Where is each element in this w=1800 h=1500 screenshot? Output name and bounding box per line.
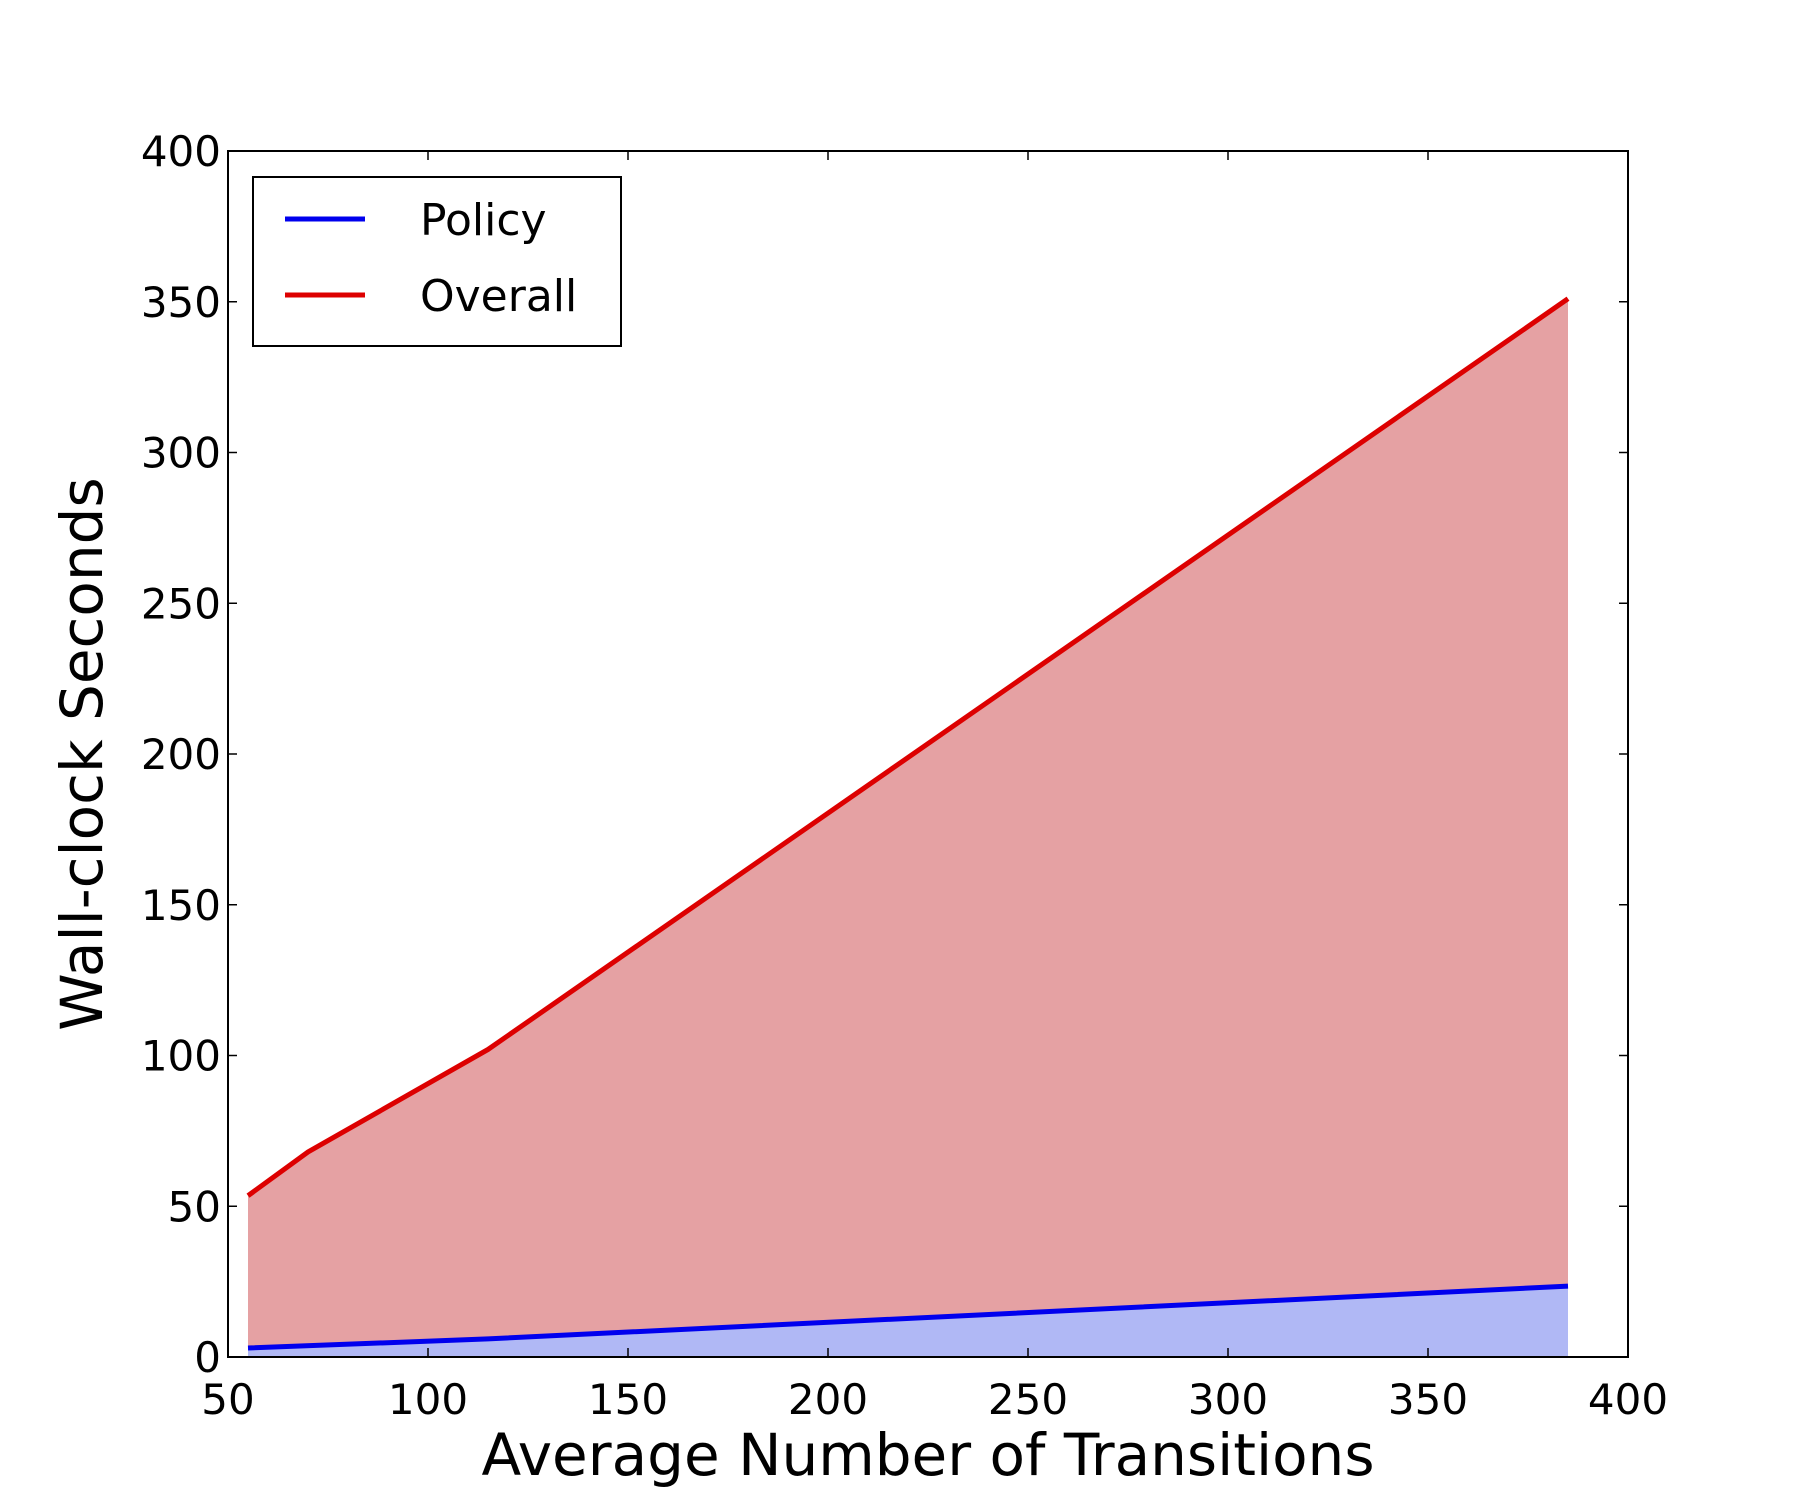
y-tick-label: 0 xyxy=(194,1333,221,1382)
series-lines xyxy=(246,296,1570,1351)
y-axis-label: Wall-clock Seconds xyxy=(48,477,116,1030)
x-tick-label: 150 xyxy=(588,1375,668,1424)
x-axis-label: Average Number of Transitions xyxy=(481,1421,1374,1489)
y-tick-label: 150 xyxy=(141,881,221,930)
y-tick-label: 400 xyxy=(141,127,221,176)
x-tick-label: 350 xyxy=(1388,1375,1468,1424)
x-tick-label: 400 xyxy=(1588,1375,1668,1424)
overall-line xyxy=(246,296,1570,1198)
legend: Policy Overall xyxy=(252,176,622,347)
y-tick-label: 50 xyxy=(168,1182,221,1231)
x-tick-label: 250 xyxy=(988,1375,1068,1424)
overall-area-fill xyxy=(248,298,1568,1348)
legend-label-overall: Overall xyxy=(420,271,577,322)
x-tick-label: 50 xyxy=(201,1375,254,1424)
policy-line xyxy=(247,1283,1569,1351)
x-tick-label: 300 xyxy=(1188,1375,1268,1424)
y-tick-label: 300 xyxy=(141,429,221,478)
x-tick-label: 100 xyxy=(388,1375,468,1424)
legend-label-policy: Policy xyxy=(420,195,547,246)
area-fills xyxy=(248,298,1568,1357)
y-tick-label: 350 xyxy=(141,278,221,327)
y-tick-label: 250 xyxy=(141,579,221,628)
tick-labels: 50 100 150 200 250 300 350 40005010015020025030… xyxy=(141,127,1668,1424)
x-tick-label: 200 xyxy=(788,1375,868,1424)
legend-box xyxy=(252,176,622,347)
y-tick-label: 100 xyxy=(141,1032,221,1081)
axis-ticks xyxy=(227,150,1629,1358)
y-tick-label: 200 xyxy=(141,730,221,779)
